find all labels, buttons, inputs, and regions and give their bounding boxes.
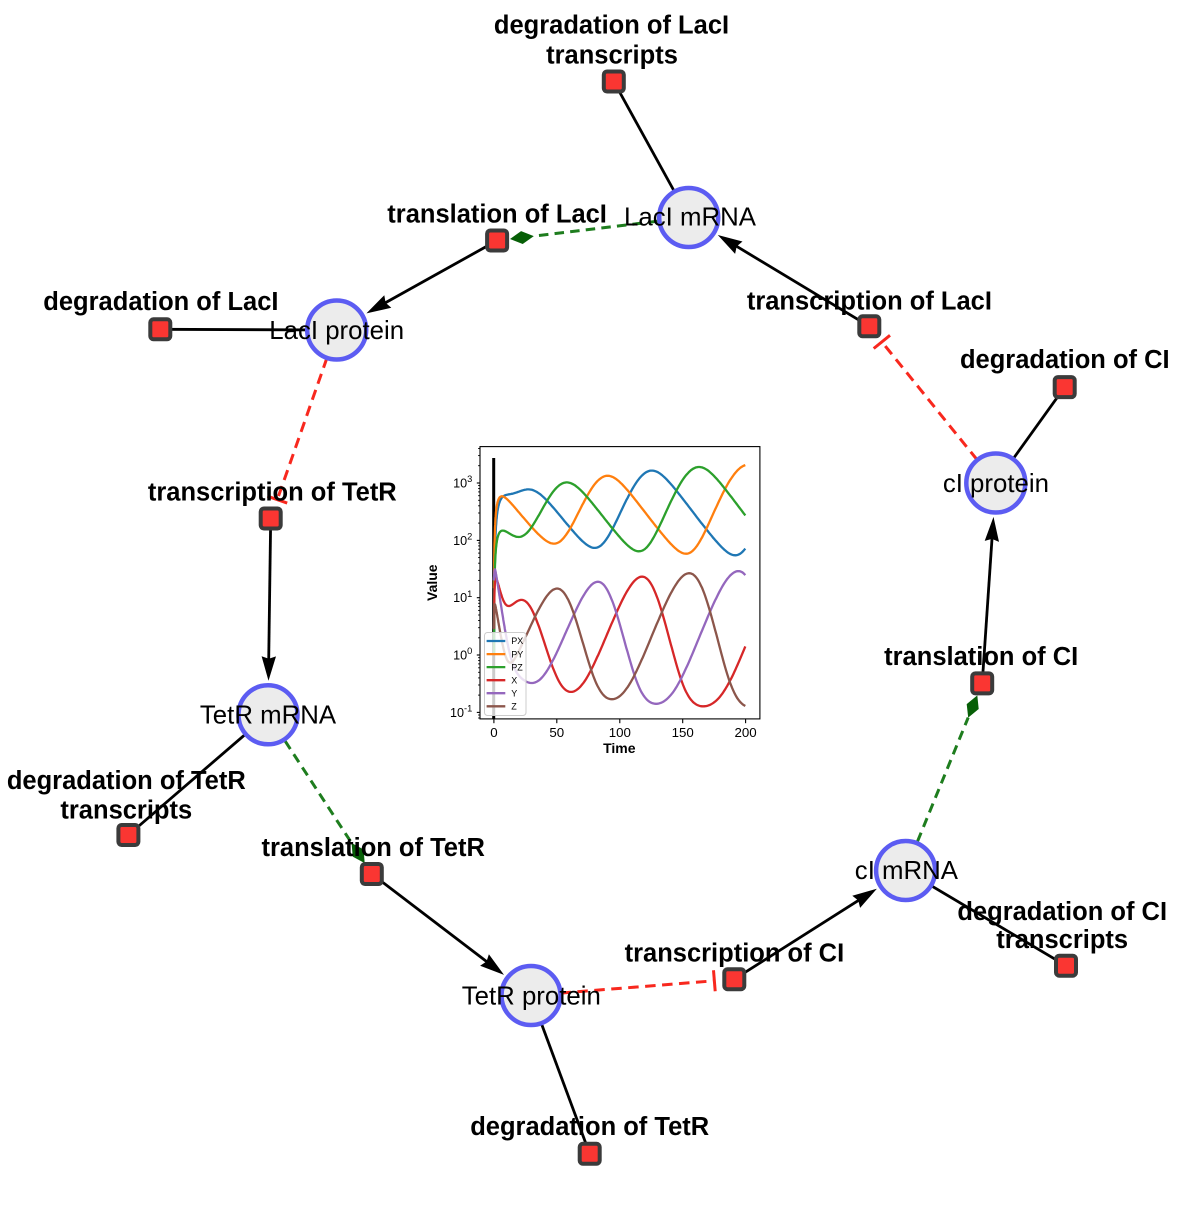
svg-text:degradation of TetR: degradation of TetR [7,767,246,795]
svg-text:101: 101 [453,589,472,605]
svg-text:degradation of LacI: degradation of LacI [494,11,729,39]
svg-text:degradation of TetR: degradation of TetR [470,1113,709,1141]
svg-text:cI mRNA: cI mRNA [855,857,959,885]
svg-text:transcription of TetR: transcription of TetR [148,479,397,507]
svg-text:100: 100 [453,646,472,662]
svg-text:0: 0 [490,725,497,740]
svg-text:TetR mRNA: TetR mRNA [200,702,337,730]
svg-text:102: 102 [453,532,472,548]
svg-text:TetR protein: TetR protein [462,983,601,1011]
svg-text:translation of CI: translation of CI [884,643,1078,671]
svg-text:transcription of CI: transcription of CI [625,939,845,967]
svg-text:100: 100 [609,725,631,740]
svg-text:PZ: PZ [511,662,523,672]
svg-text:transcripts: transcripts [546,42,678,70]
svg-text:50: 50 [549,725,564,740]
svg-text:transcripts: transcripts [996,926,1128,954]
svg-text:X: X [511,675,517,685]
svg-text:cI protein: cI protein [943,470,1049,498]
svg-text:200: 200 [735,725,757,740]
svg-text:103: 103 [453,474,472,490]
svg-text:translation of TetR: translation of TetR [262,834,485,862]
svg-text:LacI mRNA: LacI mRNA [624,204,757,232]
svg-text:Y: Y [511,688,517,698]
svg-text:PY: PY [511,649,523,659]
svg-text:degradation of LacI: degradation of LacI [43,288,278,316]
svg-text:LacI protein: LacI protein [269,317,404,345]
svg-text:10-1: 10-1 [450,704,472,720]
svg-text:Time: Time [603,740,636,756]
svg-text:PX: PX [511,636,523,646]
svg-text:transcription of LacI: transcription of LacI [747,287,992,315]
svg-text:degradation of CI: degradation of CI [957,898,1167,926]
svg-text:150: 150 [672,725,694,740]
svg-text:Z: Z [511,702,517,712]
svg-text:Value: Value [424,564,440,601]
svg-text:degradation of CI: degradation of CI [960,346,1170,374]
svg-text:transcripts: transcripts [60,796,192,824]
svg-text:translation of LacI: translation of LacI [387,201,607,229]
